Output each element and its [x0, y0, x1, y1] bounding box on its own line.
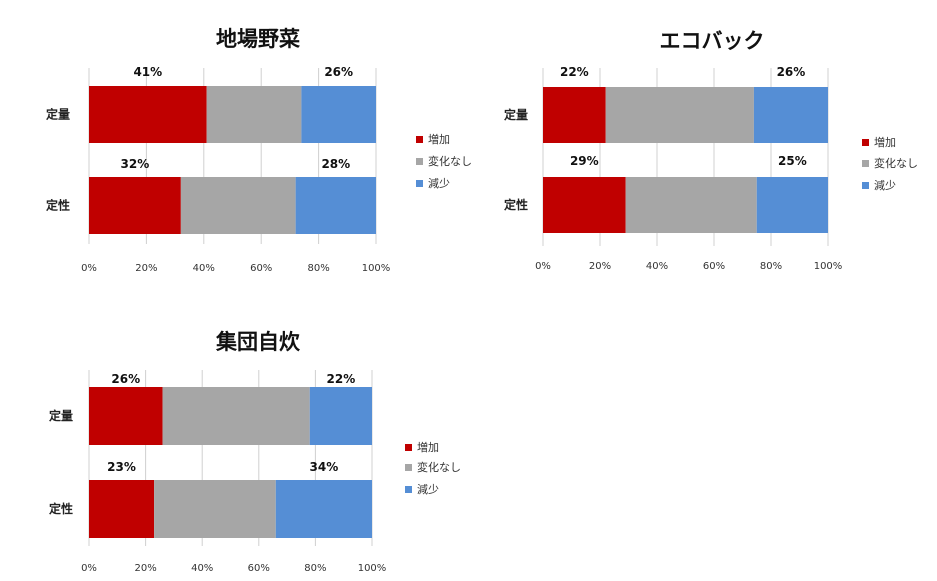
- data-label: 34%: [310, 460, 339, 474]
- legend-swatch: [862, 139, 869, 146]
- x-tick-label: 20%: [134, 563, 156, 574]
- x-tick-label: 20%: [589, 261, 611, 272]
- x-tick-label: 80%: [760, 261, 782, 272]
- bar-segment: [154, 480, 276, 538]
- legend-label: 増加: [874, 136, 896, 149]
- x-tick-label: 40%: [646, 261, 668, 272]
- x-tick-label: 80%: [307, 263, 329, 274]
- chart-shudan-jisui: 集団自炊 0% 20% 40% 60% 80% 100% 定量 26% 22% 定性 23% 34% 増加…: [0, 300, 480, 581]
- chart-title: 集団自炊: [215, 330, 301, 354]
- data-label: 22%: [327, 372, 356, 386]
- x-tick-label: 100%: [814, 261, 843, 272]
- category-label: 定量: [49, 408, 73, 423]
- bar-segment: [89, 387, 163, 445]
- x-tick-label: 60%: [703, 261, 725, 272]
- bar-segment: [89, 177, 181, 234]
- bar-segment: [309, 387, 372, 445]
- data-label: 22%: [560, 65, 589, 79]
- bar-segment: [301, 86, 376, 143]
- data-label: 26%: [777, 65, 806, 79]
- chart-title: 地場野菜: [216, 27, 300, 51]
- bar-segment: [89, 480, 155, 538]
- x-tick-label: 60%: [250, 263, 272, 274]
- chart-title: エコバック: [660, 29, 765, 53]
- category-label: 定性: [504, 197, 528, 212]
- category-label: 定量: [504, 107, 528, 122]
- x-tick-label: 100%: [358, 563, 387, 574]
- legend-swatch: [405, 486, 412, 493]
- bar-segment: [206, 86, 302, 143]
- data-label: 26%: [111, 372, 140, 386]
- x-tick-label: 60%: [248, 563, 270, 574]
- legend-swatch: [405, 444, 412, 451]
- x-tick-label: 0%: [81, 563, 97, 574]
- bar-segment: [605, 87, 754, 143]
- legend-label: 変化なし: [428, 154, 472, 168]
- chart-svg: 地場野菜 0% 20% 40% 60% 80% 100% 定量 41% 26% 定性 32% 28% 増加…: [46, 27, 472, 274]
- bar-segment: [543, 177, 626, 233]
- chart-chiba-yasai: 地場野菜 0% 20% 40% 60% 80% 100% 定量 41% 26% 定性 32% 28% 増加…: [0, 0, 480, 290]
- legend-label: 減少: [428, 176, 450, 190]
- legend-label: 増加: [417, 441, 439, 454]
- legend-swatch: [416, 136, 423, 143]
- x-tick-label: 80%: [304, 563, 326, 574]
- data-label: 41%: [133, 65, 162, 79]
- data-label: 25%: [778, 154, 807, 168]
- bar-segment: [625, 177, 757, 233]
- bar-segment: [543, 87, 606, 143]
- x-tick-label: 0%: [81, 263, 97, 274]
- x-tick-label: 40%: [191, 563, 213, 574]
- legend-label: 減少: [874, 178, 896, 192]
- legend-swatch: [416, 158, 423, 165]
- legend-swatch: [862, 182, 869, 189]
- x-tick-label: 40%: [193, 263, 215, 274]
- bar-segment: [756, 177, 828, 233]
- x-tick-label: 20%: [135, 263, 157, 274]
- legend-swatch: [416, 180, 423, 187]
- bar-segment: [295, 177, 376, 234]
- x-tick-label: 0%: [535, 261, 551, 272]
- legend-label: 減少: [417, 482, 439, 496]
- chart-svg: 集団自炊 0% 20% 40% 60% 80% 100% 定量 26% 22% 定性 23% 34% 増加…: [49, 330, 461, 574]
- category-label: 定量: [46, 107, 70, 122]
- data-label: 23%: [107, 460, 136, 474]
- legend-label: 変化なし: [417, 460, 461, 474]
- data-label: 32%: [121, 157, 150, 171]
- data-label: 29%: [570, 154, 599, 168]
- chart-eco-bag: エコバック 0% 20% 40% 60% 80% 100% 定量 22% 26% 定性 29% 25% 増…: [470, 0, 937, 290]
- x-tick-label: 100%: [362, 263, 391, 274]
- legend-label: 変化なし: [874, 156, 918, 170]
- bar-segment: [753, 87, 828, 143]
- bar-segment: [89, 86, 207, 143]
- bar-segment: [275, 480, 372, 538]
- category-label: 定性: [46, 198, 70, 213]
- legend-swatch: [862, 160, 869, 167]
- bar-segment: [162, 387, 310, 445]
- legend-label: 増加: [428, 133, 450, 146]
- bar-segment: [180, 177, 296, 234]
- data-label: 26%: [324, 65, 353, 79]
- legend-swatch: [405, 464, 412, 471]
- data-label: 28%: [321, 157, 350, 171]
- category-label: 定性: [49, 501, 73, 516]
- chart-svg: エコバック 0% 20% 40% 60% 80% 100% 定量 22% 26% 定性 29% 25% 増…: [504, 29, 918, 272]
